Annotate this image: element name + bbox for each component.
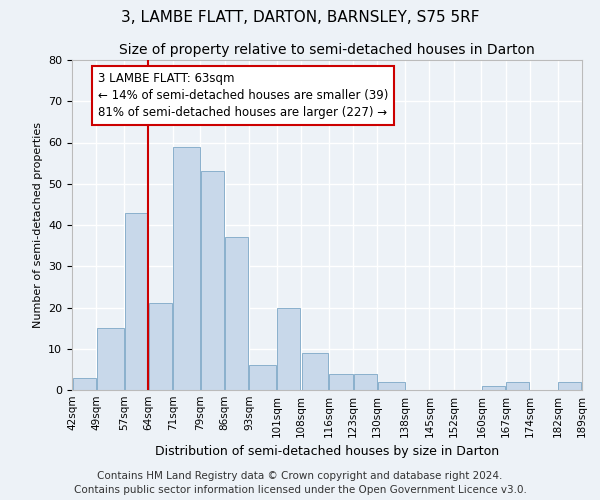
Bar — [302, 353, 328, 390]
Y-axis label: Number of semi-detached properties: Number of semi-detached properties — [32, 122, 43, 328]
Bar — [97, 328, 124, 390]
Bar — [277, 308, 301, 390]
Bar — [225, 238, 248, 390]
Bar — [378, 382, 404, 390]
Bar — [173, 146, 200, 390]
Bar — [329, 374, 353, 390]
Bar — [482, 386, 505, 390]
Bar — [73, 378, 96, 390]
Bar — [353, 374, 377, 390]
Bar — [149, 304, 172, 390]
Bar — [558, 382, 581, 390]
Bar — [250, 365, 276, 390]
Bar — [125, 212, 148, 390]
Text: 3 LAMBE FLATT: 63sqm
← 14% of semi-detached houses are smaller (39)
81% of semi-: 3 LAMBE FLATT: 63sqm ← 14% of semi-detac… — [98, 72, 388, 120]
Text: Contains HM Land Registry data © Crown copyright and database right 2024.
Contai: Contains HM Land Registry data © Crown c… — [74, 471, 526, 495]
Bar — [201, 172, 224, 390]
X-axis label: Distribution of semi-detached houses by size in Darton: Distribution of semi-detached houses by … — [155, 446, 499, 458]
Bar — [506, 382, 529, 390]
Title: Size of property relative to semi-detached houses in Darton: Size of property relative to semi-detach… — [119, 44, 535, 58]
Text: 3, LAMBE FLATT, DARTON, BARNSLEY, S75 5RF: 3, LAMBE FLATT, DARTON, BARNSLEY, S75 5R… — [121, 10, 479, 25]
